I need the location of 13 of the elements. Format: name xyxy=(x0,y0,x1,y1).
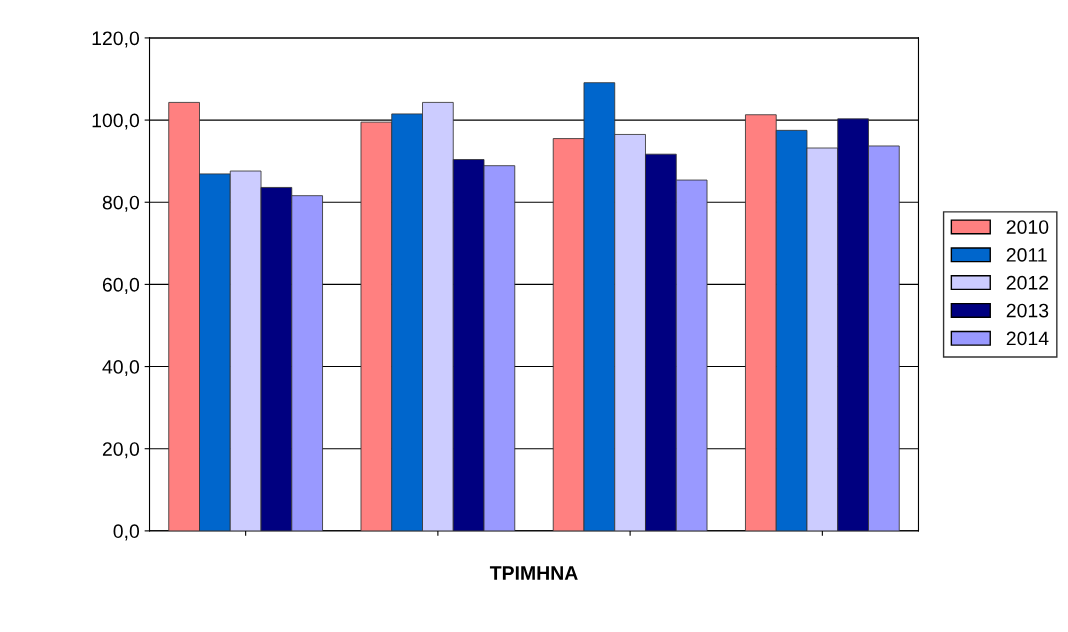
y-tick-label: 100,0 xyxy=(92,113,140,130)
legend-label: 2014 xyxy=(1006,331,1049,346)
legend-label: 2012 xyxy=(1006,275,1049,290)
y-tick-label: 40,0 xyxy=(102,360,140,377)
y-tick-label: 80,0 xyxy=(102,195,140,212)
x-axis-title: ΤΡΙΜΗΝΑ xyxy=(489,566,578,580)
y-tick-label: 120,0 xyxy=(92,31,140,48)
y-tick-label: 0,0 xyxy=(113,524,140,541)
legend-label: 2010 xyxy=(1006,220,1049,234)
y-tick-label: 60,0 xyxy=(102,277,140,294)
y-tick-label: 20,0 xyxy=(102,442,140,459)
legend-label: 2013 xyxy=(1006,303,1049,318)
legend-label: 2011 xyxy=(1006,248,1047,262)
